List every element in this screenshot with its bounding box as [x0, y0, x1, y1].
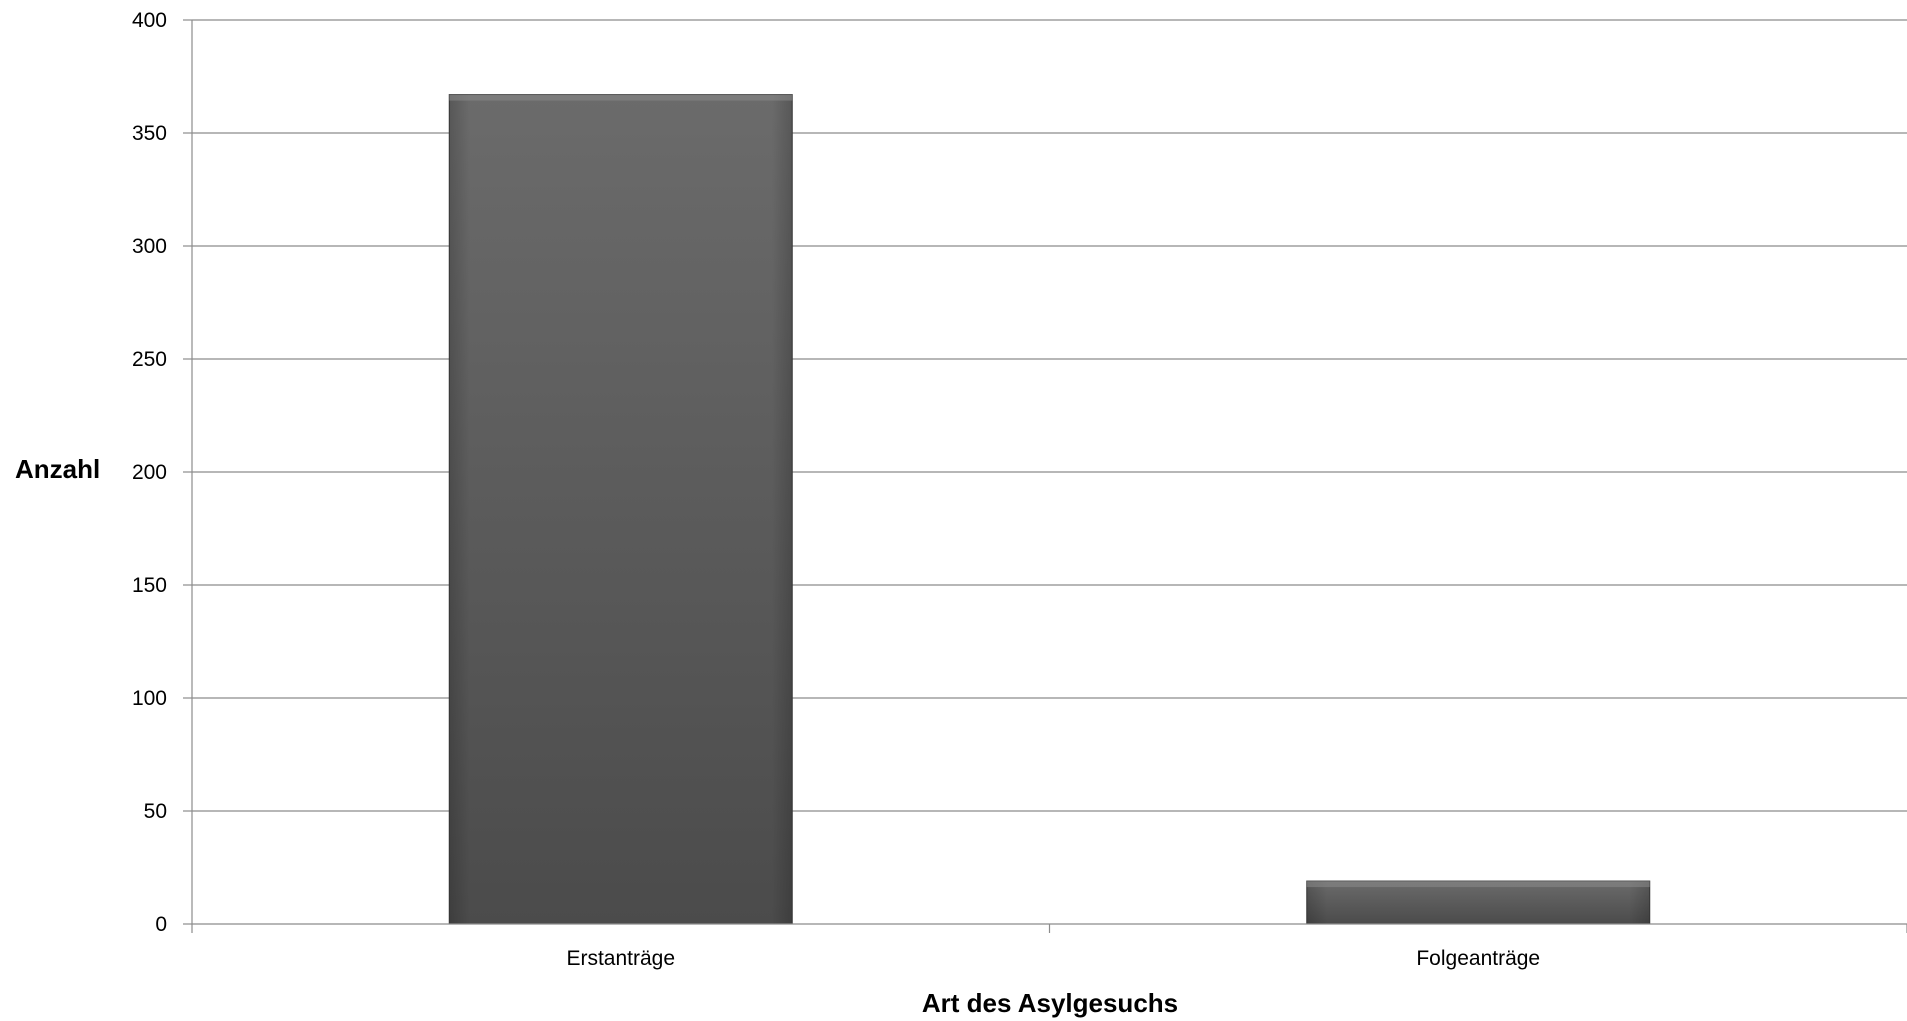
- y-tick-label: 400: [132, 9, 167, 32]
- y-tick-label: 50: [144, 800, 167, 823]
- y-tick-label: 350: [132, 122, 167, 145]
- bars: [448, 94, 1651, 925]
- y-tick-label: 300: [132, 235, 167, 258]
- axes: [183, 19, 1907, 933]
- y-axis-title: Anzahl: [15, 454, 100, 484]
- y-tick-label: 200: [132, 461, 167, 484]
- bar-highlight: [449, 94, 793, 101]
- x-tick-label: Erstanträge: [566, 947, 675, 970]
- y-tick-label: 250: [132, 348, 167, 371]
- bar-highlight: [1306, 881, 1650, 888]
- x-tick-label: Folgeanträge: [1416, 947, 1540, 970]
- tick-labels: 0 50 100 150 200 250 300 350 400 Erstanträge Folge…: [132, 9, 1540, 970]
- bar-2: [1306, 880, 1651, 925]
- bar-1: [448, 94, 793, 925]
- x-axis-title: Art des Asylgesuchs: [922, 988, 1178, 1018]
- bar-shading: [1306, 881, 1650, 924]
- y-tick-label: 150: [132, 574, 167, 597]
- y-tick-label: 0: [155, 913, 167, 936]
- y-tick-label: 100: [132, 687, 167, 710]
- bar-shading: [449, 94, 793, 924]
